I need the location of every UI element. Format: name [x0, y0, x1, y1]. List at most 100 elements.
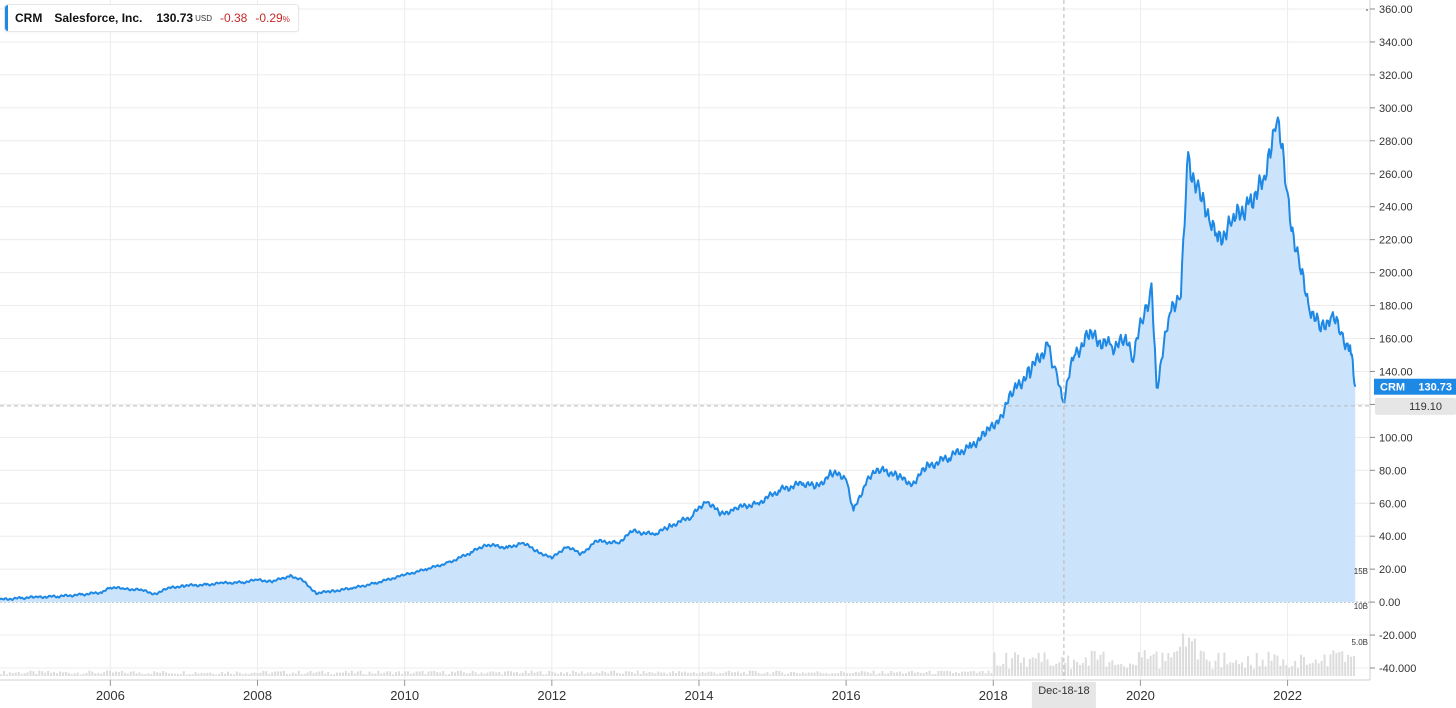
volume-bar	[742, 671, 745, 676]
volume-bar	[686, 672, 689, 676]
volume-bar	[120, 670, 123, 676]
volume-bar	[1022, 657, 1025, 676]
volume-bar	[775, 670, 778, 676]
volume-bar	[790, 672, 793, 676]
volume-bar	[919, 672, 922, 676]
volume-bar	[1190, 641, 1193, 676]
volume-bar	[100, 673, 103, 676]
volume-bar	[999, 666, 1002, 676]
volume-bar	[1040, 662, 1043, 676]
percent-change: -0.29%	[255, 11, 289, 25]
volume-bar	[527, 673, 530, 676]
volume-bar	[760, 673, 763, 676]
volume-bar	[604, 671, 607, 676]
volume-bar	[666, 674, 669, 676]
volume-bar	[507, 671, 510, 676]
volume-bar	[651, 672, 654, 676]
volume-bar	[934, 673, 937, 676]
volume-bar	[47, 670, 50, 676]
x-tick-label: 2018	[979, 688, 1008, 703]
volume-bar	[913, 672, 916, 676]
volume-bar	[1037, 652, 1040, 676]
last-price: 130.73	[156, 11, 194, 25]
volume-bar	[884, 673, 887, 676]
volume-bar	[1238, 664, 1241, 676]
volume-bar	[990, 673, 993, 676]
volume-bar	[769, 674, 772, 676]
y-tick-label: 60.00	[1379, 498, 1407, 510]
x-tick-label: 2020	[1126, 688, 1155, 703]
volume-bar	[875, 674, 878, 676]
volume-bar	[483, 673, 486, 676]
volume-bar	[969, 671, 972, 676]
volume-bar	[94, 673, 97, 676]
volume-bar	[501, 674, 504, 676]
volume-bar	[663, 672, 666, 676]
volume-bar	[648, 671, 651, 676]
volume-bar	[731, 672, 734, 676]
volume-bar	[1073, 659, 1076, 676]
y-tick-label: 360.00	[1379, 4, 1413, 16]
symbol-legend[interactable]: CRM Salesforce, Inc. 130.73 USD -0.38 -0…	[4, 4, 299, 32]
volume-bar	[168, 673, 171, 676]
volume-bar	[725, 671, 728, 676]
volume-bar	[1258, 666, 1261, 676]
volume-bar	[203, 673, 206, 676]
volume-bar	[1034, 658, 1037, 676]
volume-bar	[825, 672, 828, 676]
volume-bar	[79, 674, 82, 676]
volume-bar	[380, 673, 383, 676]
volume-bar	[1161, 652, 1164, 676]
volume-bar	[952, 673, 955, 676]
volume-bar	[277, 671, 280, 676]
volume-bar	[1220, 667, 1223, 676]
volume-bar	[82, 673, 85, 676]
volume-bar	[1061, 657, 1064, 676]
price-change: -0.38	[219, 11, 248, 25]
volume-bar	[1120, 663, 1123, 676]
volume-bar	[1235, 660, 1238, 676]
volume-bar	[672, 671, 675, 676]
volume-bar	[592, 673, 595, 676]
volume-bar	[386, 671, 389, 676]
y-tick-label: 320.00	[1379, 70, 1413, 82]
volume-bar	[1205, 659, 1208, 676]
volume-bar	[327, 671, 330, 676]
volume-bar	[188, 674, 191, 676]
volume-bar	[114, 671, 117, 676]
y-axis: 360.00 340.00 320.00 300.00 280.00 260.00 240.…	[1366, 0, 1416, 680]
volume-bar	[810, 672, 813, 676]
x-tick-label: 2022	[1273, 688, 1302, 703]
volume-bar	[1347, 654, 1350, 676]
volume-bar	[904, 673, 907, 676]
volume-bar	[23, 673, 26, 676]
volume-bar	[704, 672, 707, 676]
volume-bar	[680, 672, 683, 676]
volume-bar	[1131, 664, 1134, 676]
volume-bar	[185, 674, 188, 676]
volume-bar	[557, 673, 560, 676]
volume-bar	[963, 671, 966, 676]
volume-bar	[29, 670, 32, 676]
x-tick-label: 2012	[537, 688, 566, 703]
volume-bar	[931, 674, 934, 676]
volume-bar	[955, 672, 958, 676]
volume-bar	[1011, 658, 1014, 676]
volume-bar	[530, 670, 533, 676]
y-tick-label: 20.00	[1379, 564, 1407, 576]
volume-bar	[32, 671, 35, 676]
volume-bar	[683, 671, 686, 676]
volume-bar	[312, 673, 315, 676]
volume-bar	[156, 672, 159, 676]
volume-bar	[50, 672, 53, 676]
volume-bar	[374, 673, 377, 676]
volume-bar	[1311, 662, 1314, 676]
price-line-series[interactable]	[0, 116, 1357, 601]
volume-bar	[515, 671, 518, 676]
volume-bar	[1149, 655, 1152, 676]
volume-bar	[996, 665, 999, 676]
volume-bar	[1081, 662, 1084, 676]
volume-bar	[1264, 666, 1267, 676]
volume-bar	[937, 671, 940, 676]
